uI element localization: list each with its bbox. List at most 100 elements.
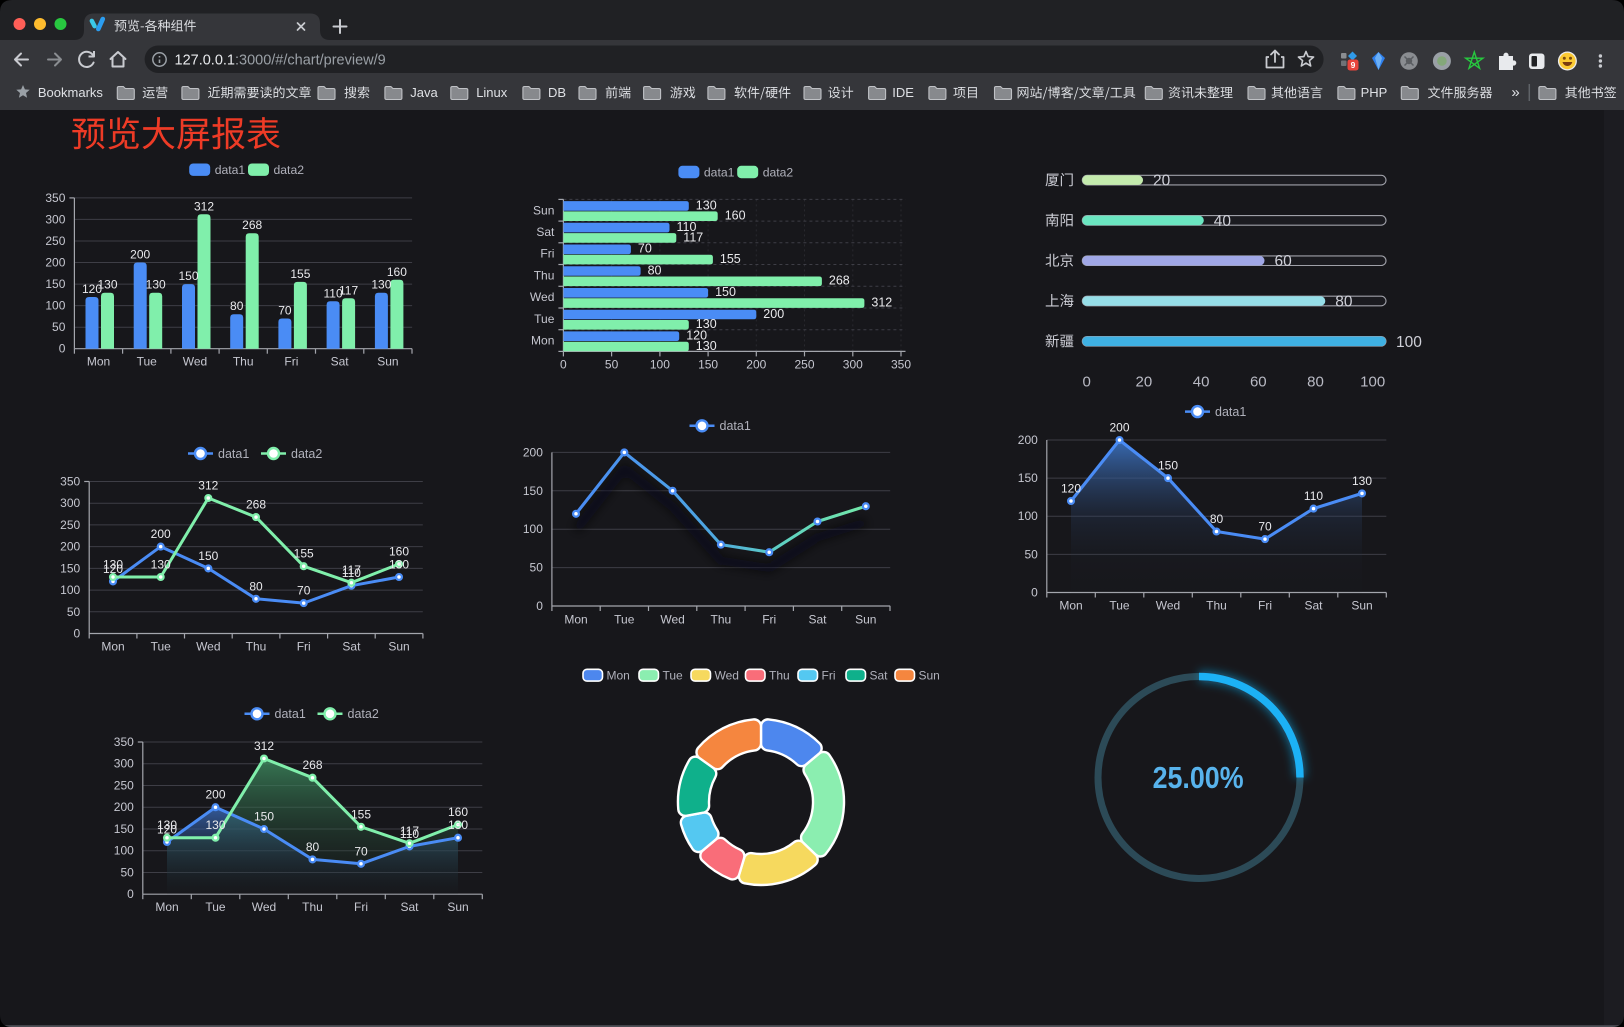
svg-text:Sun: Sun: [377, 355, 398, 369]
svg-text:110: 110: [677, 220, 697, 234]
svg-text:data2: data2: [763, 165, 794, 179]
svg-text:0: 0: [1083, 374, 1091, 391]
svg-text:300: 300: [45, 212, 65, 226]
svg-text:Wed: Wed: [252, 900, 276, 914]
svg-text:350: 350: [114, 735, 134, 749]
svg-text:150: 150: [60, 561, 80, 575]
svg-text:70: 70: [1258, 520, 1272, 534]
svg-text:Mon: Mon: [564, 613, 587, 627]
svg-text:130: 130: [696, 339, 717, 353]
svg-text:Mon: Mon: [101, 640, 124, 654]
svg-text:100: 100: [650, 358, 670, 372]
svg-text:100: 100: [45, 299, 65, 313]
svg-text:Tue: Tue: [151, 640, 172, 654]
svg-text:Bookmarks: Bookmarks: [38, 85, 104, 100]
svg-text:50: 50: [1024, 547, 1038, 561]
svg-text:200: 200: [151, 527, 171, 541]
svg-text:80: 80: [648, 263, 662, 277]
svg-text:127.0.0.1:3000/#/chart/preview: 127.0.0.1:3000/#/chart/preview/9: [175, 52, 386, 68]
svg-text:150: 150: [198, 549, 218, 563]
svg-text:Thu: Thu: [246, 640, 267, 654]
svg-text:20: 20: [1153, 173, 1171, 190]
svg-text:25.00%: 25.00%: [1153, 761, 1244, 795]
svg-text:150: 150: [1158, 459, 1178, 473]
svg-text:130: 130: [97, 278, 117, 292]
svg-text:200: 200: [523, 445, 543, 459]
svg-text:50: 50: [530, 561, 544, 575]
svg-text:117: 117: [339, 283, 358, 297]
svg-text:250: 250: [794, 358, 814, 372]
svg-text:80: 80: [1335, 294, 1353, 311]
svg-text:117: 117: [400, 824, 419, 838]
svg-text:Tue: Tue: [663, 669, 684, 683]
svg-text:DB: DB: [548, 85, 566, 100]
svg-text:155: 155: [351, 807, 371, 821]
svg-text:Wed: Wed: [660, 613, 684, 627]
svg-text:160: 160: [448, 805, 468, 819]
svg-text:Thu: Thu: [1206, 599, 1227, 613]
svg-text:80: 80: [230, 299, 244, 313]
svg-text:data2: data2: [348, 707, 379, 721]
svg-text:130: 130: [146, 278, 166, 292]
svg-text:Sat: Sat: [342, 640, 361, 654]
svg-text:Sun: Sun: [1351, 599, 1372, 613]
svg-text:100: 100: [523, 522, 543, 536]
svg-text:40: 40: [1193, 374, 1210, 391]
svg-text:Tue: Tue: [614, 613, 635, 627]
svg-text:Thu: Thu: [711, 613, 732, 627]
svg-text:350: 350: [891, 358, 911, 372]
svg-text:80: 80: [1307, 374, 1324, 391]
svg-text:100: 100: [114, 844, 134, 858]
svg-text:Java: Java: [410, 85, 438, 100]
svg-text:data2: data2: [291, 447, 322, 461]
svg-text:350: 350: [45, 191, 65, 205]
svg-text:0: 0: [536, 599, 543, 613]
svg-text:50: 50: [67, 605, 81, 619]
svg-text:Thu: Thu: [233, 355, 254, 369]
svg-text:Sun: Sun: [919, 669, 940, 683]
svg-text:Fri: Fri: [540, 247, 554, 261]
svg-text:200: 200: [763, 307, 784, 321]
svg-text:Thu: Thu: [302, 900, 323, 914]
svg-text:50: 50: [52, 320, 66, 334]
svg-text:80: 80: [249, 579, 263, 593]
svg-text:Sat: Sat: [400, 900, 419, 914]
svg-text:Tue: Tue: [205, 900, 226, 914]
svg-text:110: 110: [342, 566, 361, 580]
svg-text:200: 200: [60, 540, 80, 554]
svg-text:Sat: Sat: [331, 355, 350, 369]
svg-text:200: 200: [1109, 421, 1129, 435]
svg-text:Tue: Tue: [137, 355, 158, 369]
svg-text:40: 40: [1214, 213, 1232, 230]
svg-text:130: 130: [157, 818, 177, 832]
svg-text:0: 0: [59, 342, 66, 356]
svg-text:Fri: Fri: [297, 640, 311, 654]
svg-text:60: 60: [1250, 374, 1267, 391]
svg-text:data1: data1: [218, 447, 249, 461]
svg-text:110: 110: [1304, 489, 1323, 503]
svg-text:0: 0: [74, 627, 81, 641]
svg-text:data1: data1: [1215, 405, 1246, 419]
svg-text:Thu: Thu: [769, 669, 790, 683]
svg-text:150: 150: [178, 269, 198, 283]
svg-text:Fri: Fri: [762, 613, 776, 627]
svg-text:9: 9: [1351, 60, 1356, 70]
svg-text:150: 150: [254, 810, 274, 824]
svg-text:data1: data1: [215, 163, 246, 177]
svg-text:100: 100: [60, 583, 80, 597]
svg-text:Sat: Sat: [870, 669, 889, 683]
svg-text:130: 130: [1352, 474, 1372, 488]
svg-text:Sun: Sun: [388, 640, 409, 654]
svg-text:Wed: Wed: [1156, 599, 1180, 613]
svg-text:300: 300: [60, 496, 80, 510]
svg-text:150: 150: [523, 484, 543, 498]
svg-text:80: 80: [1210, 512, 1224, 526]
svg-text:130: 130: [448, 818, 468, 832]
svg-text:120: 120: [157, 823, 177, 837]
svg-text:130: 130: [389, 558, 409, 572]
svg-text:312: 312: [254, 739, 274, 753]
svg-text:data2: data2: [274, 163, 305, 177]
svg-text:160: 160: [389, 545, 409, 559]
svg-text:300: 300: [114, 757, 134, 771]
svg-text:Sat: Sat: [808, 613, 827, 627]
